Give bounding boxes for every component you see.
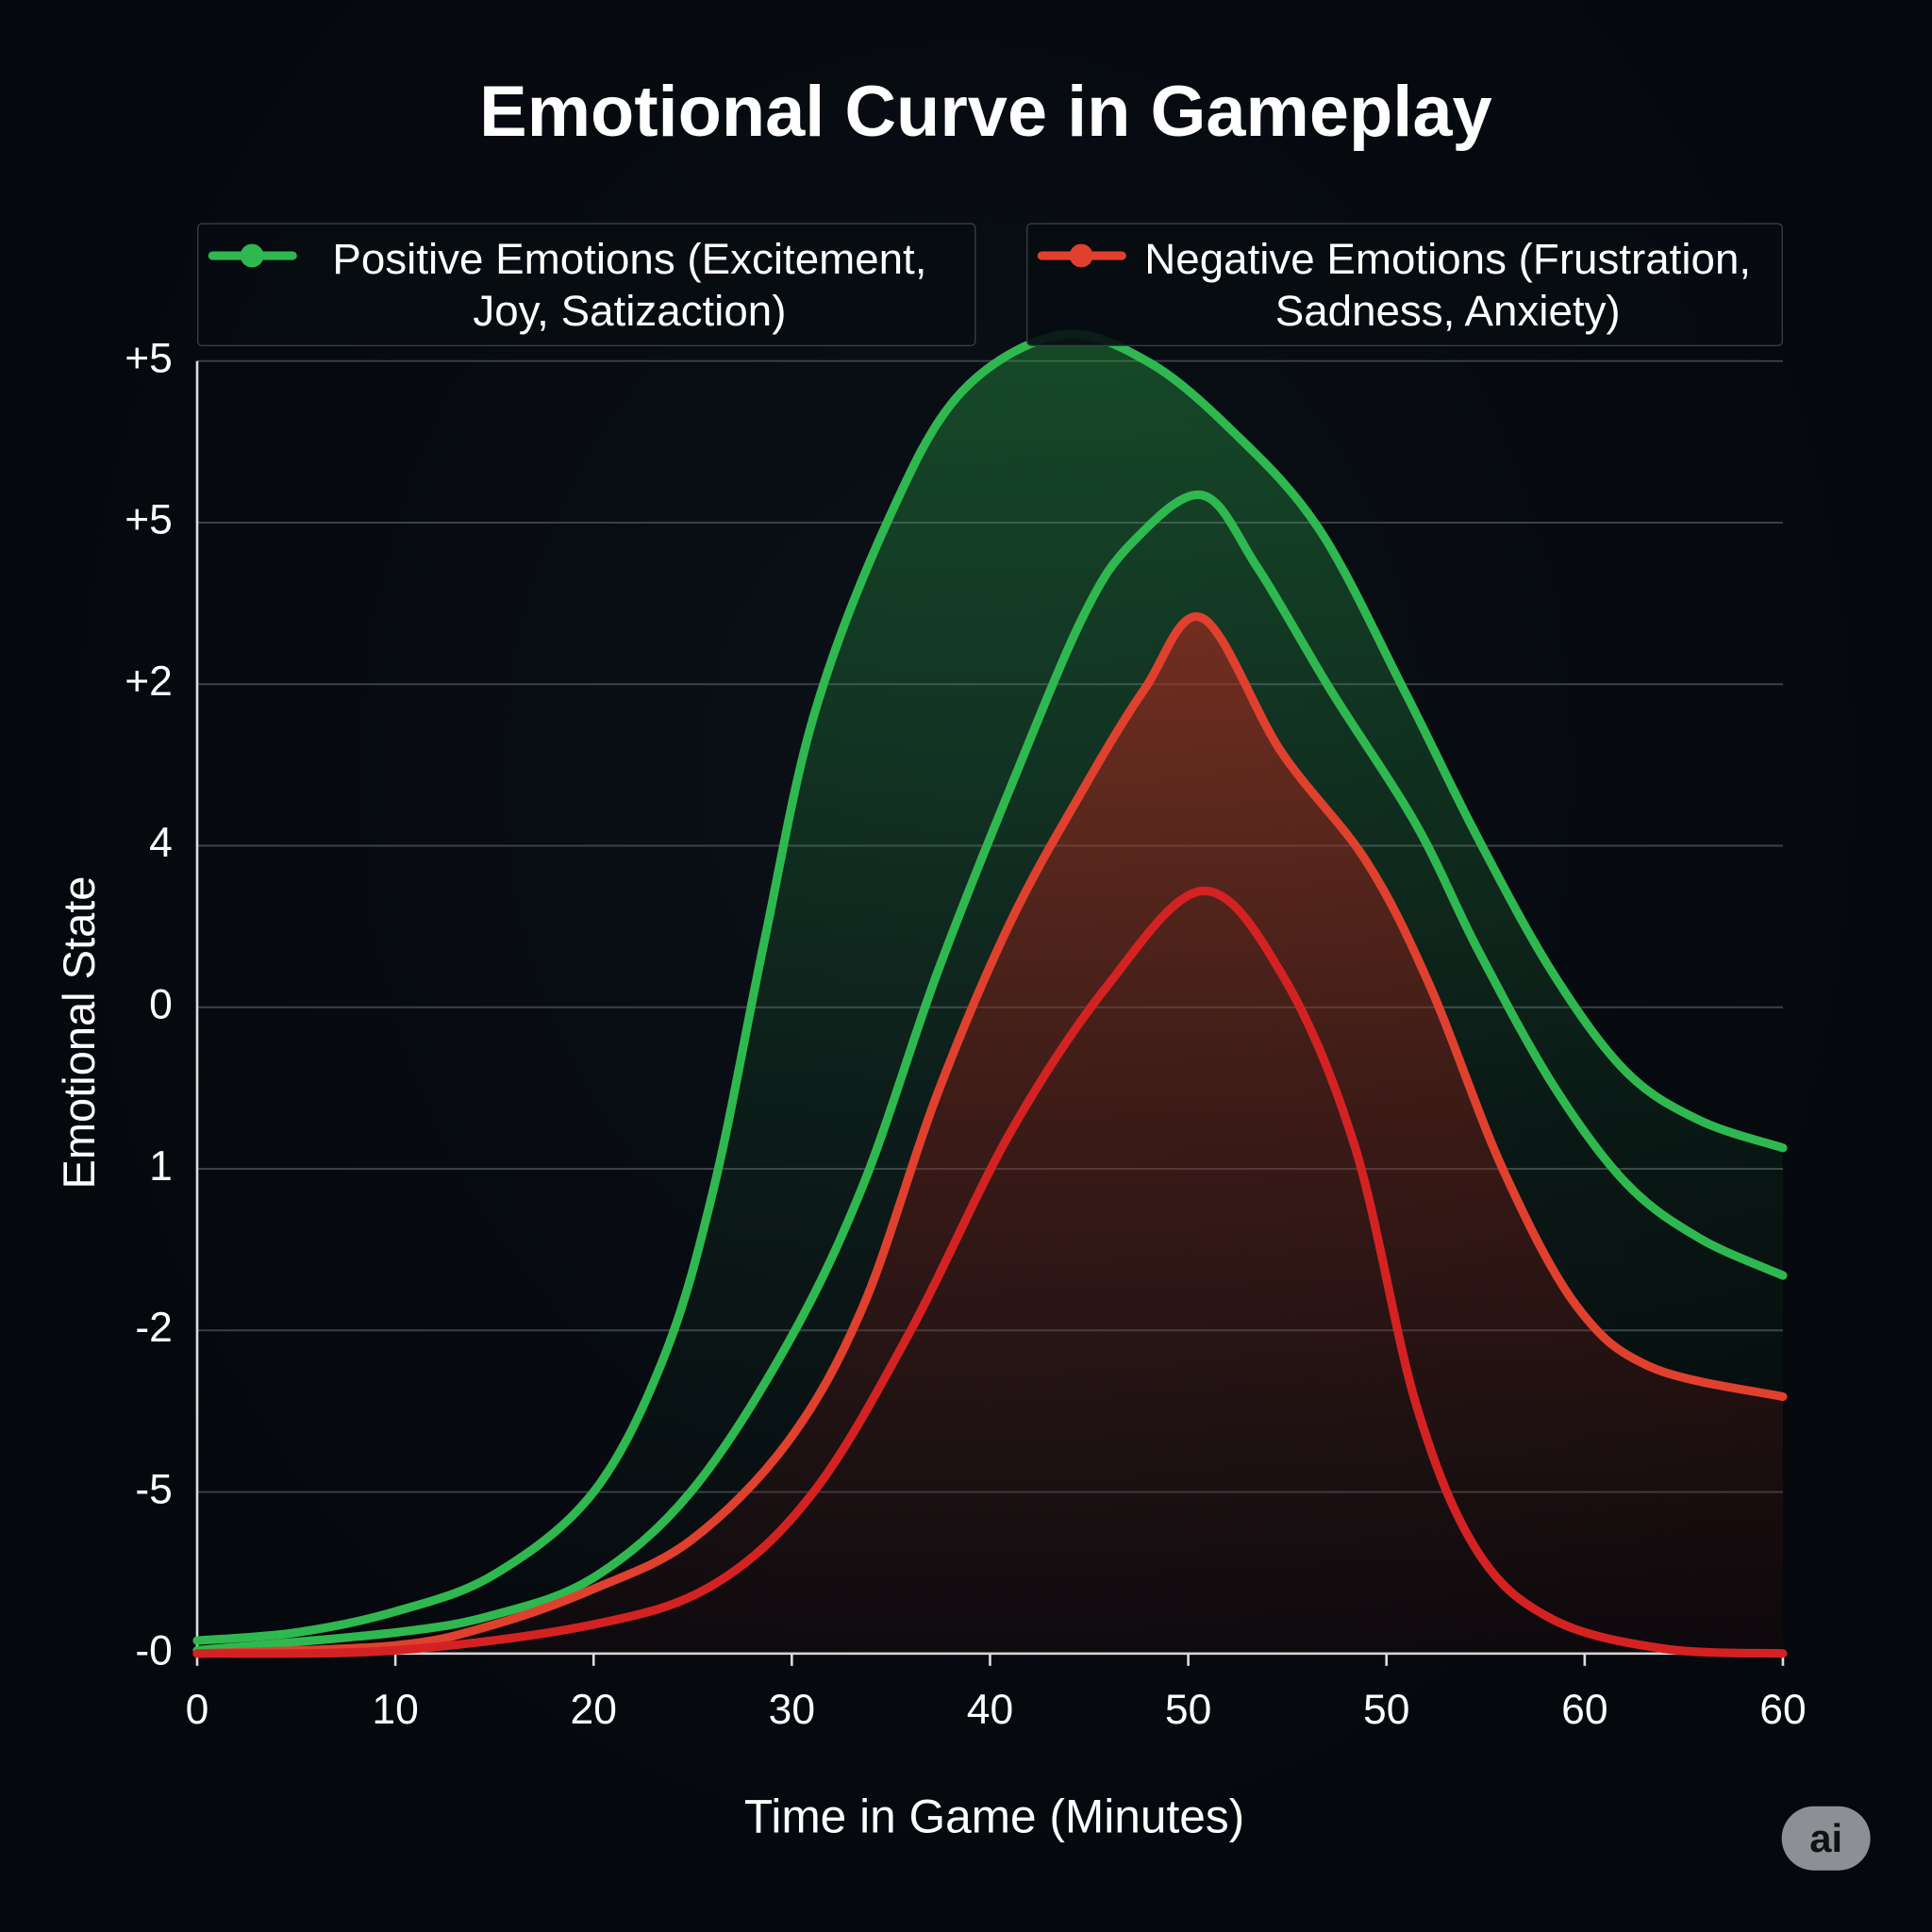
y-axis-label: Emotional State bbox=[54, 876, 104, 1190]
legend-label: Negative Emotions (Frustration, Sadness,… bbox=[1144, 235, 1752, 336]
legend-swatch bbox=[208, 243, 297, 268]
legend-swatch bbox=[1037, 243, 1126, 268]
watermark: ai bbox=[1781, 1806, 1871, 1871]
x-tick-label: 60 bbox=[1759, 1687, 1806, 1733]
y-tick-label: +2 bbox=[125, 658, 173, 705]
line bbox=[192, 329, 1788, 1645]
y-tick-label: 4 bbox=[149, 820, 173, 866]
y-tick-label: +5 bbox=[125, 335, 173, 381]
y-tick-label: 1 bbox=[149, 1143, 173, 1190]
x-tick-label: 50 bbox=[1363, 1687, 1409, 1733]
x-tick-label: 30 bbox=[769, 1687, 815, 1733]
chart-title: Emotional Curve in Gameplay bbox=[479, 72, 1491, 152]
x-tick-label: 10 bbox=[372, 1687, 418, 1733]
x-tick-label: 60 bbox=[1561, 1687, 1607, 1733]
line bbox=[192, 612, 1788, 1658]
x-tick-label: 50 bbox=[1165, 1687, 1211, 1733]
legend-item: Positive Emotions (Excitement, Joy, Sati… bbox=[196, 223, 976, 347]
y-tick-label: 0 bbox=[149, 981, 173, 1027]
y-tick-label: -5 bbox=[135, 1466, 172, 1512]
y-tick-label: -0 bbox=[135, 1628, 172, 1674]
legend-item: Negative Emotions (Frustration, Sadness,… bbox=[1025, 223, 1783, 347]
y-tick-label: -2 bbox=[135, 1305, 172, 1351]
x-tick-label: 40 bbox=[967, 1687, 1013, 1733]
line bbox=[192, 886, 1788, 1658]
line bbox=[192, 490, 1788, 1655]
area bbox=[196, 616, 1783, 1654]
legend-label: Positive Emotions (Excitement, Joy, Sati… bbox=[332, 235, 927, 336]
x-tick-label: 0 bbox=[186, 1687, 209, 1733]
x-tick-label: 20 bbox=[571, 1687, 617, 1733]
x-axis-label: Time in Game (Minutes) bbox=[744, 1790, 1244, 1842]
y-tick-label: +5 bbox=[125, 497, 173, 543]
